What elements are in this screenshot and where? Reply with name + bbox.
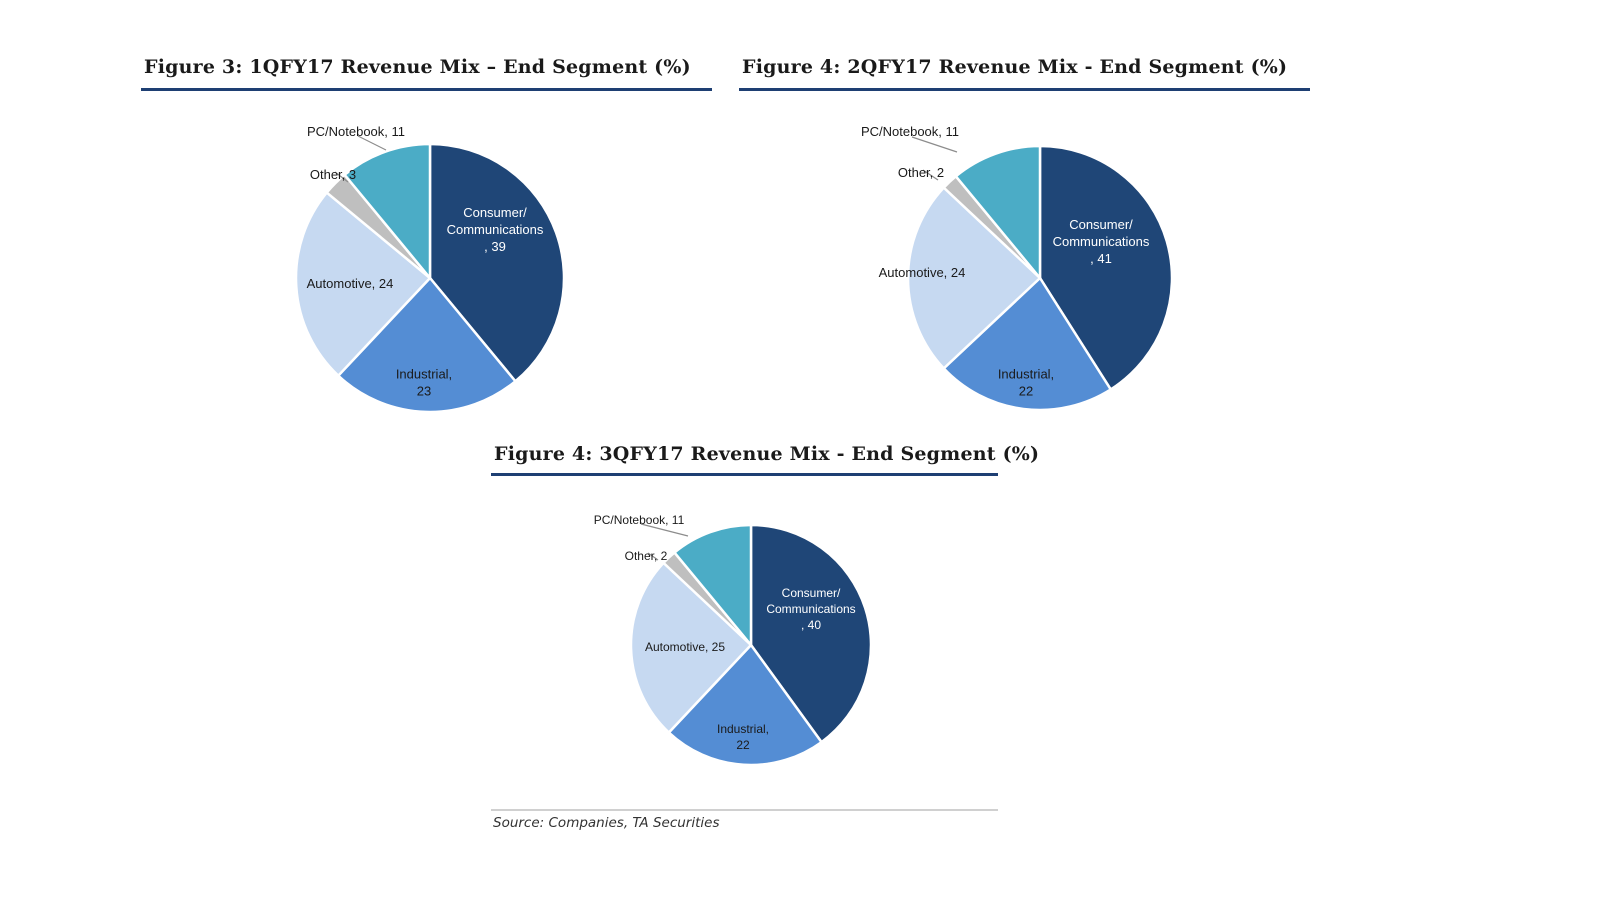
figure-title-rule xyxy=(491,473,998,476)
pie-chart-1qfy17: Consumer/Communications, 39 Industrial, 23… xyxy=(294,124,566,414)
data-label-other: Other, 3 xyxy=(310,167,356,182)
pie-slice-consumer-communications xyxy=(749,523,873,744)
leader-line-pc-notebook xyxy=(911,136,958,153)
data-label-other: Other, 2 xyxy=(898,165,944,180)
leader-line-other xyxy=(922,169,939,181)
pie-slice-industrial xyxy=(667,643,823,767)
data-label-consumer-communications: Consumer/Communications, 40 xyxy=(766,586,855,632)
pie-slice-automotive xyxy=(906,186,1042,370)
figure-title-rule xyxy=(141,88,712,91)
data-label-consumer-communications: Consumer/Communications, 39 xyxy=(447,205,544,254)
leader-line-other xyxy=(334,171,349,183)
pie-slice-pc-notebook xyxy=(673,523,753,647)
pie-slice-pc-notebook xyxy=(954,144,1042,280)
data-label-industrial: Industrial, 22 xyxy=(717,722,769,752)
figure-title-rule xyxy=(739,88,1310,91)
pie-slice-industrial xyxy=(337,276,517,414)
leader-line-pc-notebook xyxy=(357,135,387,151)
pie-chart-3qfy17: Consumer/Communications, 40 Industrial, 22… xyxy=(594,513,873,767)
data-label-pc-notebook: PC/Notebook, 11 xyxy=(594,513,685,527)
pie-slice-automotive xyxy=(629,561,753,734)
data-label-automotive: Automotive, 25 xyxy=(645,640,725,654)
leader-line-pc-notebook xyxy=(640,523,689,537)
figure-title: Figure 4: 2QFY17 Revenue Mix - End Segme… xyxy=(742,56,1288,78)
pie-chart-2qfy17: Consumer/Communications, 41 Industrial, 22… xyxy=(861,124,1174,412)
source-note: Source: Companies, TA Securities xyxy=(493,815,720,831)
data-label-automotive: Automotive, 24 xyxy=(307,276,394,291)
data-label-other: Other, 2 xyxy=(625,549,668,563)
leader-line-other xyxy=(647,552,659,561)
pie-slice-automotive xyxy=(294,191,432,377)
data-label-automotive: Automotive, 24 xyxy=(879,265,966,280)
pie-slice-industrial xyxy=(942,276,1112,412)
pie-slice-pc-notebook xyxy=(343,142,432,280)
data-label-pc-notebook: PC/Notebook, 11 xyxy=(861,124,959,139)
data-label-consumer-communications: Consumer/Communications, 41 xyxy=(1053,217,1150,266)
data-label-industrial: Industrial, 23 xyxy=(396,367,452,399)
source-rule xyxy=(491,809,998,811)
figure-title: Figure 4: 3QFY17 Revenue Mix - End Segme… xyxy=(494,443,1040,465)
pie-slice-consumer-communications xyxy=(428,142,566,383)
data-label-industrial: Industrial, 22 xyxy=(998,367,1054,399)
figure-title: Figure 3: 1QFY17 Revenue Mix – End Segme… xyxy=(144,56,691,78)
data-label-pc-notebook: PC/Notebook, 11 xyxy=(307,124,405,139)
